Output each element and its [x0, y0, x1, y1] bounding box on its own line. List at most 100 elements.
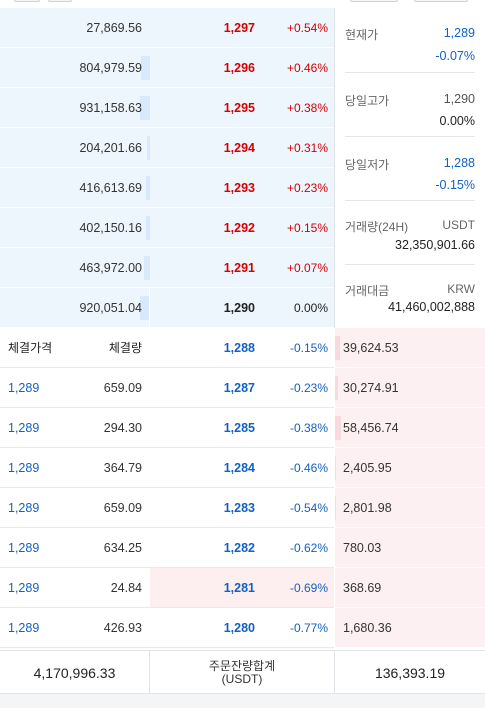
- bid-row[interactable]: 1,289 426.93 1,280 -0.77% 1,680.36: [0, 608, 485, 648]
- bid-price-cell[interactable]: 1,282 -0.62%: [150, 528, 334, 568]
- bid-change: -0.46%: [289, 460, 328, 475]
- depth-bar: [335, 376, 338, 400]
- ask-price: 1,296: [223, 60, 255, 75]
- depth-bar: [141, 56, 150, 80]
- ask-price-cell[interactable]: 1,294 +0.31%: [150, 128, 334, 168]
- ask-row[interactable]: 27,869.56 1,297 +0.54%: [0, 8, 485, 48]
- bid-row[interactable]: 1,289 659.09 1,287 -0.23% 30,274.91: [0, 368, 485, 408]
- bid-row[interactable]: 1,289 364.79 1,284 -0.46% 2,405.95: [0, 448, 485, 488]
- bid-row[interactable]: 1,289 24.84 1,281 -0.69% 368.69: [0, 568, 485, 608]
- ask-price-cell[interactable]: 1,295 +0.38%: [150, 88, 334, 128]
- trade-qty: 24.84: [110, 580, 142, 595]
- tab-stub[interactable]: [48, 0, 72, 2]
- tab-stub[interactable]: [350, 0, 398, 2]
- day-high-label: 당일고가: [345, 94, 390, 108]
- bid-price-cell[interactable]: 1,283 -0.54%: [150, 488, 334, 528]
- bid-price: 1,283: [223, 500, 255, 515]
- bid-row[interactable]: 1,289 634.25 1,282 -0.62% 780.03: [0, 528, 485, 568]
- bid-volume[interactable]: 39,624.53: [335, 328, 485, 368]
- trade-qty: 364.79: [103, 460, 142, 475]
- ask-price-cell[interactable]: 1,296 +0.46%: [150, 48, 334, 88]
- volume-24h-block: 거래량(24H) USDT 32,350,901.66: [345, 200, 475, 265]
- ask-price: 1,292: [223, 220, 255, 235]
- amount-unit: KRW: [447, 282, 475, 296]
- ask-volume[interactable]: 463,972.00: [0, 248, 150, 288]
- ask-volume[interactable]: 416,613.69: [0, 168, 150, 208]
- depth-bar: [335, 416, 341, 440]
- ask-row[interactable]: 402,150.16 1,292 +0.15%: [0, 208, 485, 248]
- ask-volume[interactable]: 402,150.16: [0, 208, 150, 248]
- trade-amount-value: 41,460,002,888: [388, 300, 475, 314]
- ask-row[interactable]: 204,201.66 1,294 +0.31%: [0, 128, 485, 168]
- bid-price-cell[interactable]: 1,287 -0.23%: [150, 368, 334, 408]
- bid-volume[interactable]: 2,801.98: [335, 488, 485, 528]
- market-info-panel: 현재가 1,289 -0.07% 당일고가 1,290 0.00% 당일저가 1…: [335, 8, 485, 328]
- bid-price-cell[interactable]: 1,280 -0.77%: [150, 608, 334, 648]
- bid-price-cell-highlight[interactable]: 1,281 -0.69%: [150, 568, 334, 608]
- day-high-block: 당일고가 1,290 0.00%: [345, 72, 475, 137]
- ask-price-cell[interactable]: 1,292 +0.15%: [150, 208, 334, 248]
- bid-price: 1,281: [223, 580, 255, 595]
- bid-price: 1,288: [223, 340, 255, 355]
- bid-row[interactable]: 1,289 659.09 1,283 -0.54% 2,801.98: [0, 488, 485, 528]
- tab-stub[interactable]: [14, 0, 40, 2]
- top-tab-strip: [0, 0, 485, 4]
- ask-price: 1,290: [223, 300, 255, 315]
- volume-text: 2,801.98: [343, 500, 392, 515]
- ask-volume[interactable]: 920,051.04: [0, 288, 150, 328]
- bid-volume[interactable]: 2,405.95: [335, 448, 485, 488]
- ask-change: +0.38%: [286, 100, 328, 115]
- trade-entry: 1,289 24.84: [0, 568, 150, 608]
- ask-price-cell[interactable]: 1,297 +0.54%: [150, 8, 334, 48]
- bid-volume[interactable]: 368.69: [335, 568, 485, 608]
- ask-price-cell[interactable]: 1,293 +0.23%: [150, 168, 334, 208]
- bid-volume[interactable]: 30,274.91: [335, 368, 485, 408]
- day-high-change: 0.00%: [439, 114, 475, 128]
- volume-text: 416,613.69: [79, 180, 142, 195]
- ask-row-current[interactable]: 920,051.04 1,290 0.00%: [0, 287, 485, 329]
- ask-price: 1,297: [223, 20, 255, 35]
- volume-text: 780.03: [343, 540, 382, 555]
- bid-price-cell[interactable]: 1,285 -0.38%: [150, 408, 334, 448]
- bid-price-cell[interactable]: 1,288 -0.15%: [150, 328, 334, 368]
- bid-volume[interactable]: 58,456.74: [335, 408, 485, 448]
- ask-row[interactable]: 804,979.59 1,296 +0.46%: [0, 48, 485, 88]
- current-price-cell[interactable]: 1,290 0.00%: [149, 287, 335, 329]
- ask-row[interactable]: 463,972.00 1,291 +0.07%: [0, 248, 485, 288]
- bid-price-cell[interactable]: 1,284 -0.46%: [150, 448, 334, 488]
- ask-price-cell[interactable]: 1,291 +0.07%: [150, 248, 334, 288]
- orderbook-totals: 4,170,996.33 주문잔량합계 (USDT) 136,393.19: [0, 650, 485, 695]
- total-label-line2: (USDT): [221, 672, 263, 686]
- depth-bar: [139, 296, 150, 320]
- volume-text: 402,150.16: [79, 220, 142, 235]
- bid-row[interactable]: 1,289 294.30 1,285 -0.38% 58,456.74: [0, 408, 485, 448]
- bid-row[interactable]: 체결가격 체결량 1,288 -0.15% 39,624.53: [0, 328, 485, 368]
- trade-price: 1,289: [8, 620, 40, 635]
- day-low-change: -0.15%: [435, 178, 475, 192]
- ask-change: +0.54%: [286, 20, 328, 35]
- ask-row[interactable]: 416,613.69 1,293 +0.23%: [0, 168, 485, 208]
- ask-change: +0.23%: [286, 180, 328, 195]
- volume-text: 27,869.56: [86, 20, 142, 35]
- current-price-value: 1,289: [443, 26, 475, 40]
- ask-volume[interactable]: 204,201.66: [0, 128, 150, 168]
- volume-24h-value: 32,350,901.66: [395, 238, 475, 252]
- volume-text: 1,680.36: [343, 620, 392, 635]
- depth-bar: [335, 336, 340, 360]
- trade-price: 1,289: [8, 540, 40, 555]
- volume-text: 204,201.66: [79, 140, 142, 155]
- ask-volume[interactable]: 931,158.63: [0, 88, 150, 128]
- ask-volume[interactable]: 804,979.59: [0, 48, 150, 88]
- bid-price: 1,280: [223, 620, 255, 635]
- depth-bar: [335, 456, 336, 480]
- bid-price: 1,287: [223, 380, 255, 395]
- ask-volume[interactable]: 27,869.56: [0, 8, 150, 48]
- bid-volume[interactable]: 1,680.36: [335, 608, 485, 648]
- bid-volume[interactable]: 780.03: [335, 528, 485, 568]
- trade-entry: 1,289 659.09: [0, 368, 150, 408]
- tab-stub[interactable]: [414, 0, 468, 2]
- ask-row[interactable]: 931,158.63 1,295 +0.38%: [0, 88, 485, 128]
- bid-change: -0.69%: [289, 580, 328, 595]
- trade-entry: 1,289 659.09: [0, 488, 150, 528]
- volume-text: 30,274.91: [343, 380, 399, 395]
